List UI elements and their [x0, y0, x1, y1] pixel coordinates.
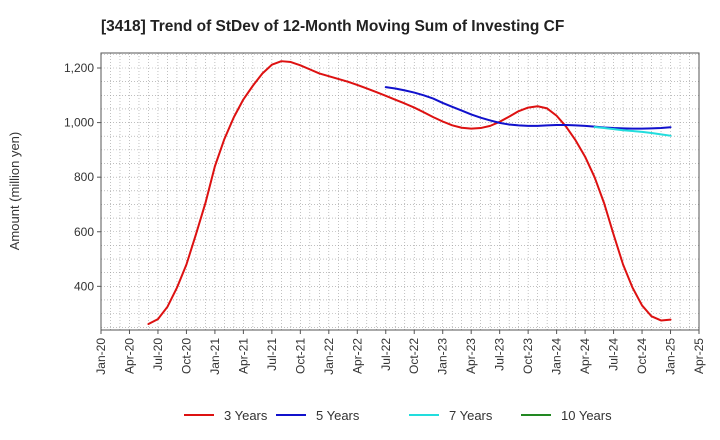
series-line-7-years [593, 125, 672, 137]
x-tick-label: Jul-23 [493, 338, 507, 371]
x-tick-label: Oct-22 [407, 338, 421, 374]
y-axis-label: Amount (million yen) [7, 132, 22, 251]
y-tick-label: 600 [74, 225, 94, 239]
axes: 400 600 800 1,000 1,200 Jan-20 Apr-20 Jul-20 Oct… [64, 52, 706, 375]
x-tick-label: Apr-25 [692, 338, 706, 374]
y-tick-label: 1,000 [64, 116, 94, 130]
grid [101, 53, 699, 330]
x-tick-label: Oct-24 [635, 338, 649, 374]
series-line-3-years [147, 60, 672, 325]
series-line-5-years [384, 86, 672, 130]
legend: 3 Years 5 Years 7 Years 10 Years [184, 408, 612, 423]
chart-title: [3418] Trend of StDev of 12-Month Moving… [101, 18, 564, 35]
y-tick-label: 1,200 [64, 61, 94, 75]
legend-label: 3 Years [224, 408, 268, 423]
legend-item-5-years: 5 Years [276, 408, 360, 423]
x-tick-label: Jan-22 [322, 338, 336, 375]
x-tick-label: Jul-21 [265, 338, 279, 371]
x-tick-label: Jan-24 [550, 338, 564, 375]
x-tick-label: Apr-21 [236, 338, 250, 374]
x-tick-label: Oct-23 [521, 338, 535, 374]
y-tick-label: 400 [74, 279, 94, 293]
x-tick-label: Oct-20 [179, 338, 193, 374]
legend-item-10-years: 10 Years [521, 408, 612, 423]
x-tick-label: Jul-24 [607, 338, 621, 371]
legend-label: 7 Years [449, 408, 493, 423]
x-tick-label: Apr-20 [122, 338, 136, 374]
series-layer [147, 60, 672, 325]
x-tick-label: Jan-25 [664, 338, 678, 375]
legend-label: 5 Years [316, 408, 360, 423]
x-tick-label: Jan-20 [94, 338, 108, 375]
plot-frame [100, 52, 700, 331]
x-tick-label: Apr-23 [464, 338, 478, 374]
legend-item-3-years: 3 Years [184, 408, 268, 423]
x-tick-label: Apr-22 [350, 338, 364, 374]
x-tick-label: Jul-22 [379, 338, 393, 371]
x-tick-label: Oct-21 [293, 338, 307, 374]
plot-area [101, 53, 699, 330]
x-tick-label: Jul-20 [151, 338, 165, 371]
legend-label: 10 Years [561, 408, 612, 423]
x-tick-label: Jan-21 [208, 338, 222, 375]
y-tick-label: 800 [74, 170, 94, 184]
x-tick-label: Apr-24 [578, 338, 592, 374]
x-tick-label: Jan-23 [436, 338, 450, 375]
legend-item-7-years: 7 Years [409, 408, 493, 423]
